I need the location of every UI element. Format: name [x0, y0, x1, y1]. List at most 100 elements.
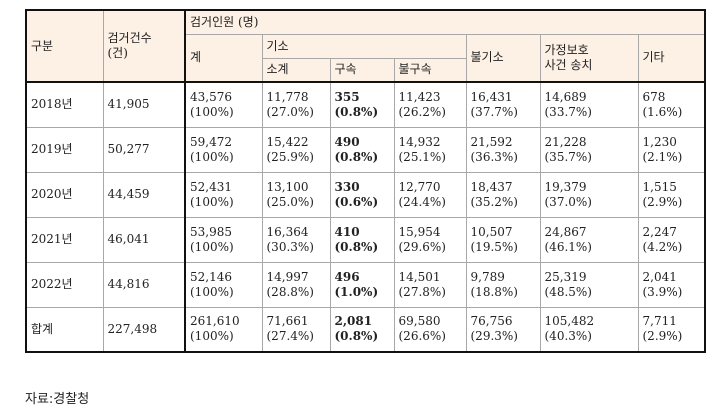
cell-not-detained: 15,954 (29.6%) [393, 216, 467, 263]
cell-percent: (36.3%) [470, 149, 518, 164]
cell-percent: (26.6%) [398, 329, 446, 344]
cell-total: 43,576 (100%) [184, 81, 263, 128]
cell-count: 14,932 [398, 134, 441, 149]
cell-arrests: 41,905 [102, 81, 186, 128]
header-other: 기타 [637, 33, 707, 83]
cell-percent: (27.8%) [398, 284, 446, 299]
cell-subtotal: 71,661 (27.4%) [261, 306, 331, 353]
header-subtotal: 소계 [261, 57, 331, 83]
cell-subtotal: 16,364 (30.3%) [261, 216, 331, 263]
table-row: 2021년 46,041 53,985 (100%) 16,364 (30.3%) 410(… [25, 216, 707, 263]
header-not-detained: 불구속 [393, 57, 467, 83]
cell-percent: (40.3%) [544, 329, 592, 344]
cell-other: 1,515 (2.9%) [637, 171, 707, 218]
table-row: 2020년 44,459 52,431 (100%) 13,100 (25.0%) 330(… [25, 171, 707, 218]
cell-other: 7,711 (2.9%) [637, 306, 707, 353]
cell-detained: 490 (0.8%) [329, 126, 395, 173]
cell-percent: (0.8%) [334, 104, 379, 119]
cell-percent: (27.0%) [266, 104, 314, 119]
cell-count: 330 [334, 179, 360, 194]
cell-count: 18,437 [470, 179, 513, 194]
cell-count: 410 [334, 224, 360, 239]
row-label: 2018년 [25, 81, 104, 128]
cell-count: 21,592 [470, 134, 513, 149]
cell-percent: (100%) [190, 329, 234, 344]
cell-subtotal: 15,422 (25.9%) [261, 126, 331, 173]
table-row: 2019년 50,277 59,472 (100%) 15,422 (25.9%) 490(… [25, 126, 707, 173]
cell-count: 11,423 [398, 89, 441, 104]
cell-percent: (25.9%) [266, 149, 314, 164]
cell-total: 52,431 (100%) [184, 171, 263, 218]
cell-total: 52,146 (100%) [184, 261, 263, 308]
cell-count: 105,482 [544, 314, 595, 329]
cell-percent: (29.3%) [470, 329, 518, 344]
cell-percent: (1.0%) [334, 284, 379, 299]
cell-percent: (2.1%) [642, 149, 683, 164]
cell-percent: (100%) [190, 104, 234, 119]
header-arrests-line1: 검거건수 [107, 31, 152, 45]
cell-detained: 2,081 (0.8%) [329, 306, 395, 353]
cell-percent: (26.2%) [398, 104, 446, 119]
cell-percent: (0.8%) [334, 149, 379, 164]
cell-subtotal: 13,100 (25.0%) [261, 171, 331, 218]
cell-not-detained: 69,580 (26.6%) [393, 306, 467, 353]
cell-count: 14,997 [266, 269, 309, 284]
cell-not-indicted: 76,756 (29.3%) [465, 306, 541, 353]
cell-total: 59,472 (100%) [184, 126, 263, 173]
header-persons-group: 검거인원 (명) [183, 9, 707, 35]
cell-arrests: 44,816 [102, 261, 186, 308]
cell-count: 19,379 [544, 179, 587, 194]
cell-domestic: 25,319 (48.5%) [539, 261, 639, 308]
cell-count: 2,041 [642, 269, 677, 284]
row-label: 2020년 [25, 171, 104, 218]
cell-count: 11,778 [266, 89, 309, 104]
cell-count: 15,422 [266, 134, 309, 149]
table-body: 2018년 41,905 43,576 (100%) 11,778 (27.0%) 355(… [25, 81, 707, 353]
cell-percent: (27.4%) [266, 329, 314, 344]
header-indicted-group: 기소 [261, 33, 467, 59]
cell-percent: (24.4%) [398, 194, 446, 209]
header-detained: 구속 [329, 57, 395, 83]
cell-percent: (28.8%) [266, 284, 314, 299]
cell-percent: (35.7%) [544, 149, 592, 164]
cell-count: 14,689 [544, 89, 587, 104]
table-row: 합계 227,498 261,610 (100%) 71,661 (27.4%) 2,081… [25, 306, 707, 353]
cell-subtotal: 11,778 (27.0%) [261, 81, 331, 128]
cell-count: 69,580 [398, 314, 441, 329]
cell-percent: (37.0%) [544, 194, 592, 209]
cell-percent: (100%) [190, 149, 234, 164]
header-domestic-line1: 가정보호 [544, 42, 589, 57]
cell-percent: (1.6%) [642, 104, 683, 119]
cell-count: 52,146 [190, 269, 232, 284]
cell-percent: (25.0%) [266, 194, 314, 209]
row-label: 2022년 [25, 261, 104, 308]
header-arrests: 검거건수 (건) [102, 9, 186, 83]
cell-count: 71,661 [266, 314, 309, 329]
cell-domestic: 14,689 (33.7%) [539, 81, 639, 128]
cell-count: 14,501 [398, 269, 441, 284]
cell-percent: (2.9%) [642, 329, 683, 344]
cell-percent: (0.8%) [334, 329, 379, 344]
cell-percent: (19.5%) [470, 239, 518, 254]
cell-percent: (4.2%) [642, 239, 683, 254]
cell-total: 261,610 (100%) [184, 306, 263, 353]
header-not-indicted: 불기소 [465, 33, 541, 83]
cell-not-detained: 14,932 (25.1%) [393, 126, 467, 173]
cell-count: 24,867 [544, 224, 587, 239]
header-domestic-line2: 사건 송치 [544, 57, 593, 72]
cell-detained: 355 (0.8%) [329, 81, 395, 128]
row-label: 2021년 [25, 216, 104, 263]
cell-count: 52,431 [190, 179, 232, 194]
cell-percent: (100%) [190, 284, 234, 299]
cell-other: 1,230 (2.1%) [637, 126, 707, 173]
cell-arrests: 50,277 [102, 126, 186, 173]
cell-detained: 410 (0.8%) [329, 216, 395, 263]
cell-percent: (29.6%) [398, 239, 446, 254]
cell-percent: (35.2%) [470, 194, 518, 209]
header-arrests-line2: (건) [107, 46, 128, 60]
cell-percent: (100%) [190, 239, 234, 254]
cell-percent: (46.1%) [544, 239, 592, 254]
cell-count: 261,610 [190, 314, 240, 329]
cell-count: 490 [334, 134, 360, 149]
cell-domestic: 19,379 (37.0%) [539, 171, 639, 218]
